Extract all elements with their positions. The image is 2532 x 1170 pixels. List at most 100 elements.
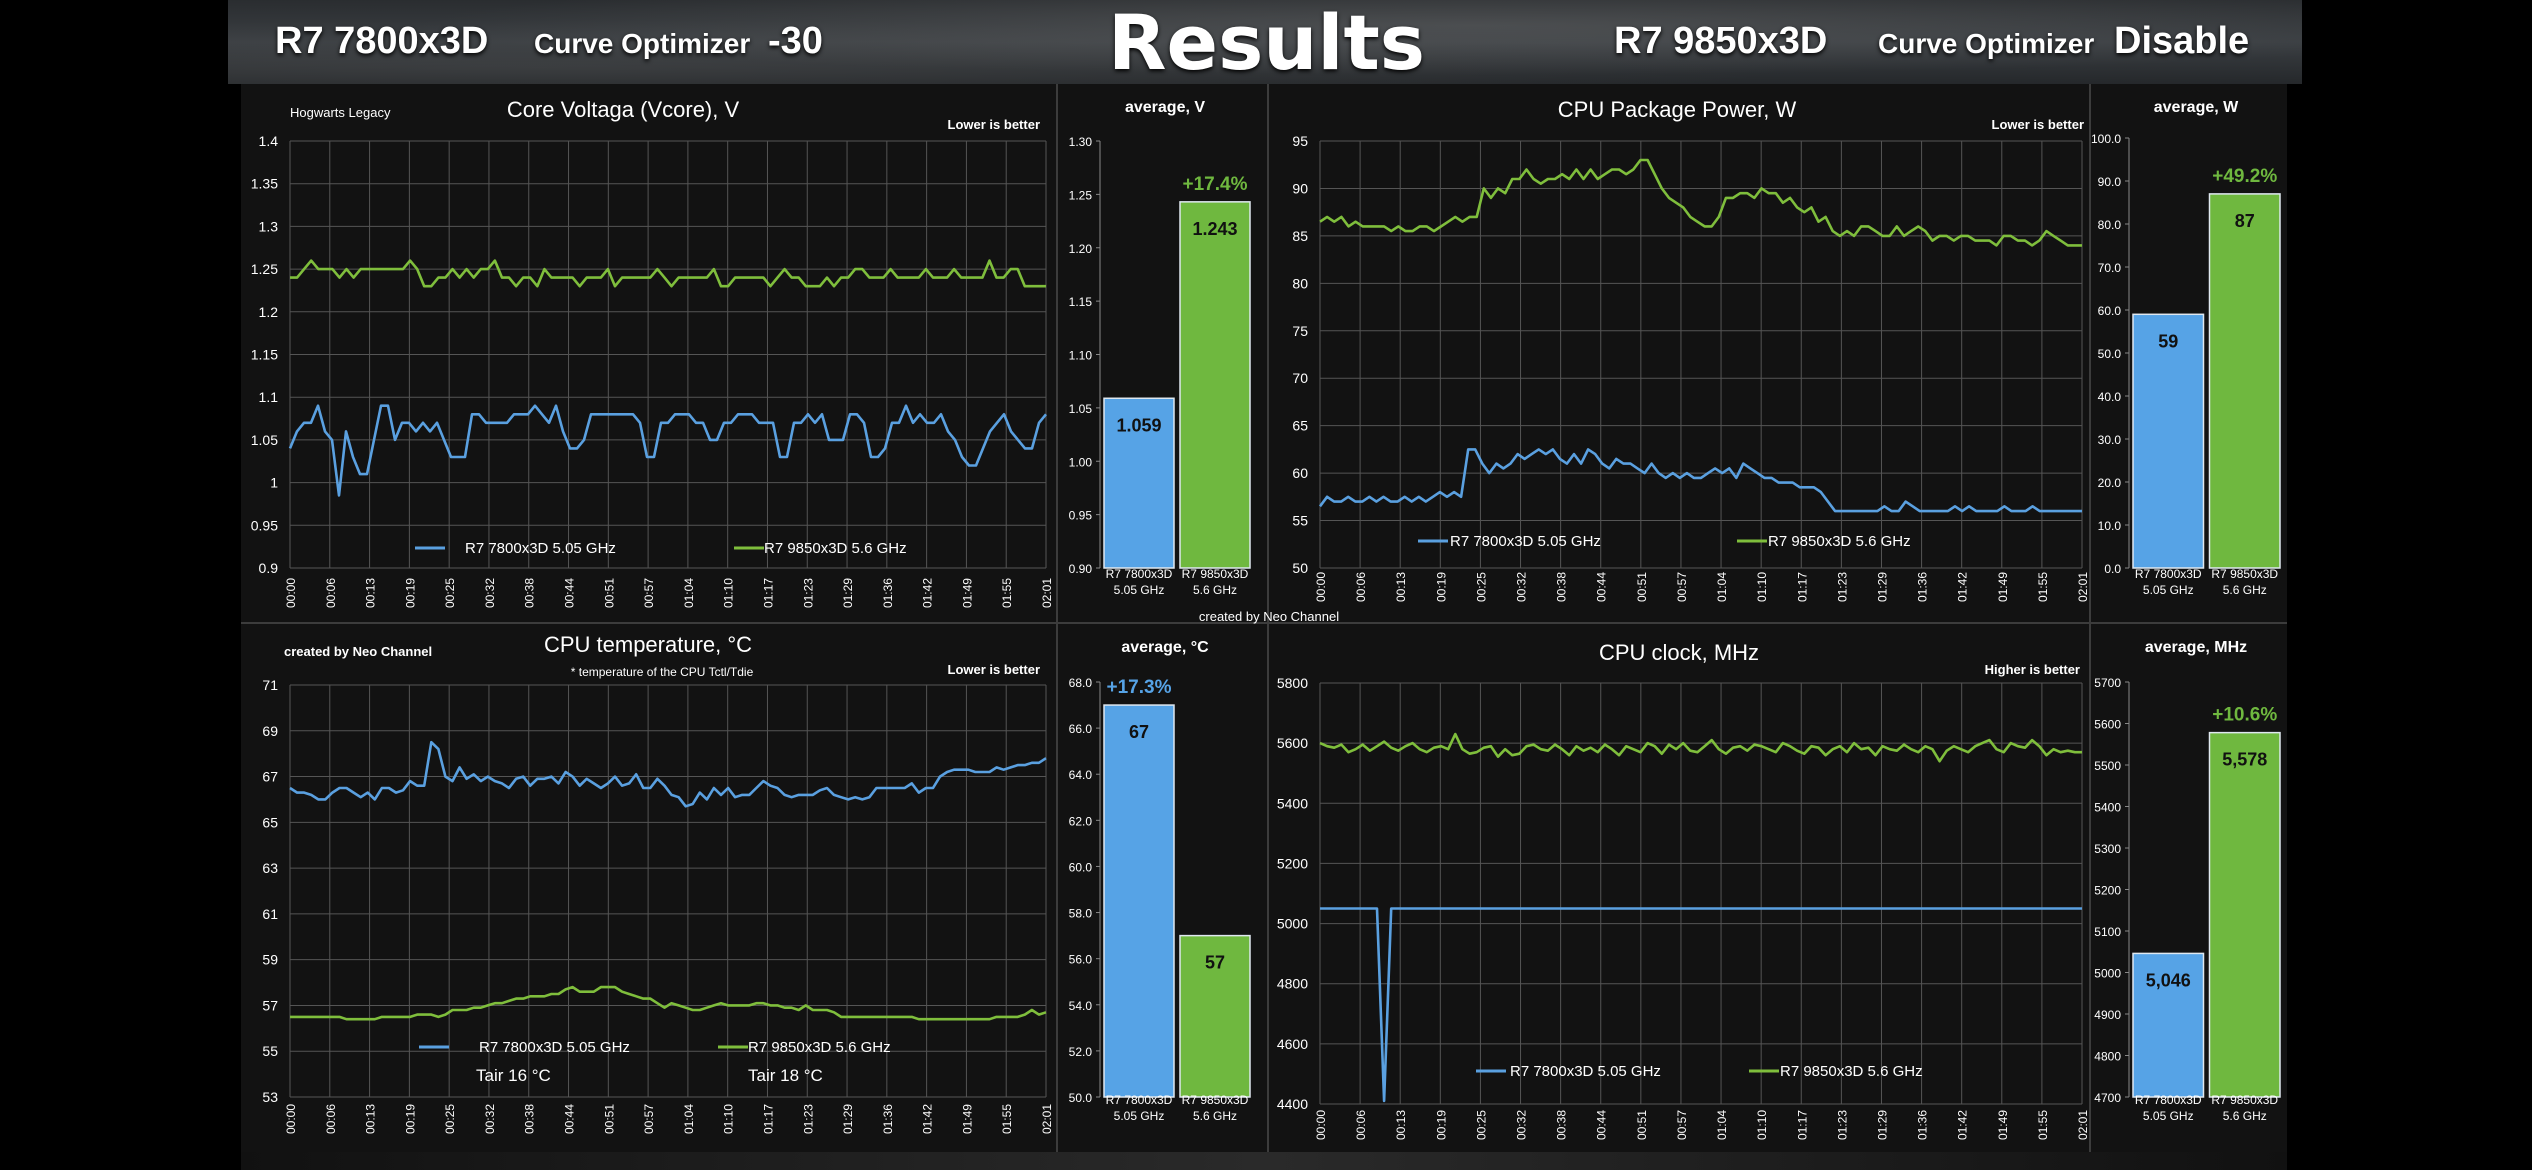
x-tick-label: 01:04 [1715, 1110, 1729, 1140]
y-tick-label: 50.0 [2098, 347, 2122, 361]
x-tick-label: 01:42 [1956, 572, 1970, 602]
x-tick-label: 00:13 [364, 1104, 378, 1134]
x-tick-label: 00:57 [642, 1104, 656, 1134]
x-tick-label: 00:44 [563, 1104, 577, 1134]
y-tick-label: 0.9 [259, 560, 279, 576]
chart-corner-note: Hogwarts Legacy [290, 105, 391, 120]
bar-delta-label: +17.4% [1183, 174, 1248, 195]
series-line-1 [289, 740, 1047, 808]
legend-label: R7 7800x3D 5.05 GHz [479, 1039, 630, 1056]
y-tick-label: 57 [262, 997, 278, 1013]
bar-category-label: 5.6 GHz [2223, 583, 2267, 597]
bar-2 [2208, 193, 2281, 569]
y-tick-label: 71 [262, 677, 278, 693]
y-tick-label: 58.0 [1069, 907, 1093, 921]
x-tick-label: 00:51 [602, 1104, 616, 1134]
y-tick-label: 53 [262, 1089, 278, 1105]
y-tick-label: 1.25 [1069, 188, 1093, 202]
x-tick-label: 00:13 [1394, 572, 1408, 602]
x-tick-label: 01:04 [682, 578, 696, 608]
y-tick-label: 4800 [2094, 1050, 2121, 1064]
x-tick-label: 02:01 [1040, 578, 1054, 608]
y-tick-label: 50 [1292, 560, 1308, 576]
x-tick-label: 00:38 [1555, 572, 1569, 602]
bar-2 [1179, 934, 1251, 1098]
bar-2 [2208, 731, 2281, 1098]
y-tick-label: 5300 [2094, 842, 2121, 856]
chart-annotation: Tair 18 °C [748, 1066, 823, 1085]
x-tick-label: 01:29 [841, 1104, 855, 1134]
bar-chart-title: average, W [2154, 99, 2239, 116]
y-tick-label: 1.15 [251, 347, 278, 363]
header-banner [228, 0, 2302, 84]
y-tick-label: 68.0 [1069, 676, 1093, 690]
bottom-strip [241, 1152, 2287, 1170]
y-tick-label: 4900 [2094, 1008, 2121, 1022]
x-tick-label: 01:17 [1795, 1110, 1809, 1140]
chart-title: Core Voltaga (Vcore), V [507, 97, 740, 122]
x-tick-label: 01:36 [1916, 572, 1930, 602]
left-curve-optimizer-value: -30 [768, 20, 823, 62]
legend-label: R7 7800x3D 5.05 GHz [1510, 1063, 1661, 1080]
x-tick-label: 01:42 [921, 578, 935, 608]
x-tick-label: 00:19 [403, 578, 417, 608]
bar-category-label: R7 7800x3D [2135, 1093, 2202, 1107]
bar-category-label: 5.05 GHz [2143, 1109, 2194, 1123]
bar-delta-label: +10.6% [2212, 705, 2277, 726]
chart-note: Lower is better [948, 662, 1040, 677]
bar-value-label: 1.243 [1192, 219, 1237, 239]
y-tick-label: 55 [1292, 513, 1308, 529]
bar-value-label: 5,046 [2146, 970, 2191, 990]
y-tick-label: 0.90 [1069, 562, 1093, 576]
x-tick-label: 00:19 [403, 1104, 417, 1134]
x-tick-label: 01:10 [1755, 1110, 1769, 1140]
x-tick-label: 00:44 [1595, 572, 1609, 602]
x-tick-label: 01:17 [1795, 572, 1809, 602]
x-tick-label: 00:44 [563, 578, 577, 608]
x-tick-label: 01:49 [1996, 1110, 2010, 1140]
x-tick-label: 00:25 [1474, 1110, 1488, 1140]
legend-label: R7 9850x3D 5.6 GHz [1780, 1063, 1923, 1080]
x-tick-label: 01:10 [722, 1104, 736, 1134]
x-tick-label: 02:01 [2076, 572, 2090, 602]
y-tick-label: 80 [1292, 275, 1308, 291]
x-tick-label: 01:36 [1916, 1110, 1930, 1140]
x-tick-label: 00:25 [443, 578, 457, 608]
x-tick-label: 01:17 [761, 578, 775, 608]
x-tick-label: 00:32 [1515, 1110, 1529, 1140]
x-tick-label: 01:04 [1715, 572, 1729, 602]
bar-value-label: 1.059 [1116, 415, 1161, 435]
chart-note: Higher is better [1985, 662, 2080, 677]
bar-category-label: R7 9850x3D [1182, 567, 1249, 581]
legend-label: R7 9850x3D 5.6 GHz [764, 540, 907, 557]
series-line-2 [290, 259, 1046, 288]
x-tick-label: 01:29 [841, 578, 855, 608]
y-tick-label: 1.4 [259, 133, 279, 149]
y-tick-label: 1.25 [251, 261, 278, 277]
x-tick-label: 00:00 [284, 1104, 298, 1134]
x-tick-label: 00:00 [284, 578, 298, 608]
bar-value-label: 87 [2235, 211, 2255, 231]
x-tick-label: 02:01 [1040, 1104, 1054, 1134]
y-tick-label: 0.95 [1069, 509, 1093, 523]
x-tick-label: 01:10 [1755, 572, 1769, 602]
x-tick-label: 00:06 [324, 578, 338, 608]
y-tick-label: 4600 [1277, 1036, 1308, 1052]
y-tick-label: 4800 [1277, 976, 1308, 992]
y-tick-label: 50.0 [1069, 1091, 1093, 1105]
y-tick-label: 59 [262, 952, 278, 968]
bar-category-label: R7 7800x3D [1106, 1093, 1173, 1107]
y-tick-label: 10.0 [2098, 519, 2122, 533]
series-line-1 [288, 404, 1048, 497]
y-tick-label: 20.0 [2098, 476, 2122, 490]
x-tick-label: 00:51 [1635, 1110, 1649, 1140]
y-tick-label: 0.95 [251, 517, 278, 533]
x-tick-label: 00:19 [1434, 572, 1448, 602]
y-tick-label: 67 [262, 769, 278, 785]
x-tick-label: 01:49 [1996, 572, 2010, 602]
left-curve-optimizer-label: Curve Optimizer [534, 28, 751, 59]
series-line-2 [1319, 732, 2082, 763]
bar-category-label: R7 7800x3D [2135, 567, 2202, 581]
y-tick-label: 63 [262, 860, 278, 876]
bar-category-label: 5.6 GHz [1193, 1109, 1237, 1123]
